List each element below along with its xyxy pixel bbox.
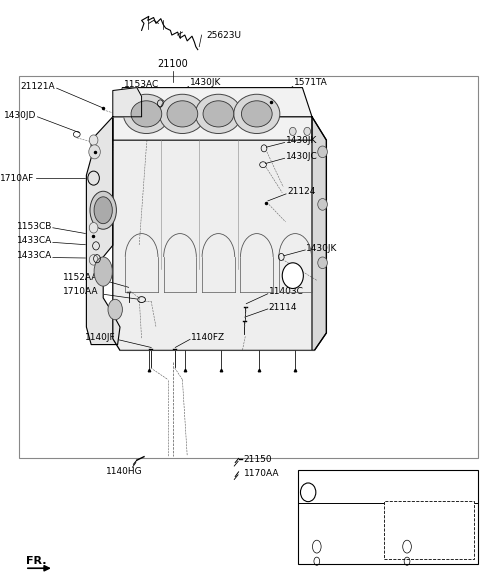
Ellipse shape (94, 197, 112, 224)
Text: 1140JF: 1140JF (84, 333, 115, 342)
Circle shape (304, 127, 311, 135)
Text: 1170AA: 1170AA (244, 468, 279, 478)
Ellipse shape (94, 257, 112, 286)
Ellipse shape (159, 94, 205, 134)
Circle shape (289, 127, 296, 135)
Circle shape (318, 146, 327, 158)
Ellipse shape (241, 101, 272, 127)
Text: 1710AF: 1710AF (0, 173, 35, 183)
Circle shape (318, 257, 327, 269)
Bar (384, 501, 474, 559)
Circle shape (89, 145, 100, 159)
Text: 1430JK: 1430JK (306, 244, 337, 253)
Bar (298, 470, 478, 564)
Text: 1153AC: 1153AC (124, 80, 159, 89)
Bar (19, 76, 478, 458)
Text: 21100: 21100 (157, 59, 188, 69)
Text: 1710AA: 1710AA (63, 287, 98, 297)
Text: 1751GI: 1751GI (322, 522, 352, 531)
Text: 1140HG: 1140HG (106, 467, 142, 477)
Polygon shape (113, 88, 312, 140)
Text: a: a (305, 488, 311, 497)
Text: 21121A: 21121A (21, 82, 55, 91)
Polygon shape (86, 117, 120, 345)
Text: 21124: 21124 (287, 187, 315, 196)
Text: 1433CA: 1433CA (17, 251, 52, 260)
Circle shape (300, 483, 316, 502)
Text: 1140FZ: 1140FZ (191, 333, 225, 342)
Text: (ALT.): (ALT.) (393, 509, 415, 518)
Circle shape (89, 255, 98, 265)
Text: a: a (290, 270, 296, 281)
Ellipse shape (131, 101, 162, 127)
Text: 1152AA: 1152AA (63, 273, 98, 282)
Ellipse shape (203, 101, 234, 127)
Ellipse shape (90, 192, 117, 230)
Text: 1430JK: 1430JK (190, 78, 221, 88)
Text: 21150: 21150 (244, 455, 273, 464)
Text: 1571TA: 1571TA (294, 78, 327, 88)
Circle shape (282, 263, 303, 288)
Ellipse shape (123, 94, 169, 134)
Text: 11403C: 11403C (269, 287, 304, 297)
Polygon shape (113, 117, 326, 350)
Text: 25623U: 25623U (206, 30, 241, 40)
Text: 1433CA: 1433CA (17, 236, 52, 245)
Text: 21314A: 21314A (393, 522, 425, 531)
Circle shape (89, 135, 98, 145)
Text: 21114: 21114 (269, 303, 297, 312)
Ellipse shape (167, 101, 198, 127)
Text: 1430JC: 1430JC (286, 152, 317, 161)
Text: 21133: 21133 (310, 510, 336, 519)
Text: 1430JK: 1430JK (286, 136, 317, 145)
Circle shape (318, 199, 327, 210)
Polygon shape (312, 117, 326, 350)
Ellipse shape (234, 94, 280, 134)
Text: FR.: FR. (26, 555, 47, 566)
Ellipse shape (108, 300, 122, 320)
Text: 1430JD: 1430JD (4, 110, 36, 120)
Circle shape (89, 223, 98, 233)
Text: 1153CB: 1153CB (16, 221, 52, 231)
Ellipse shape (195, 94, 241, 134)
Polygon shape (113, 88, 142, 117)
